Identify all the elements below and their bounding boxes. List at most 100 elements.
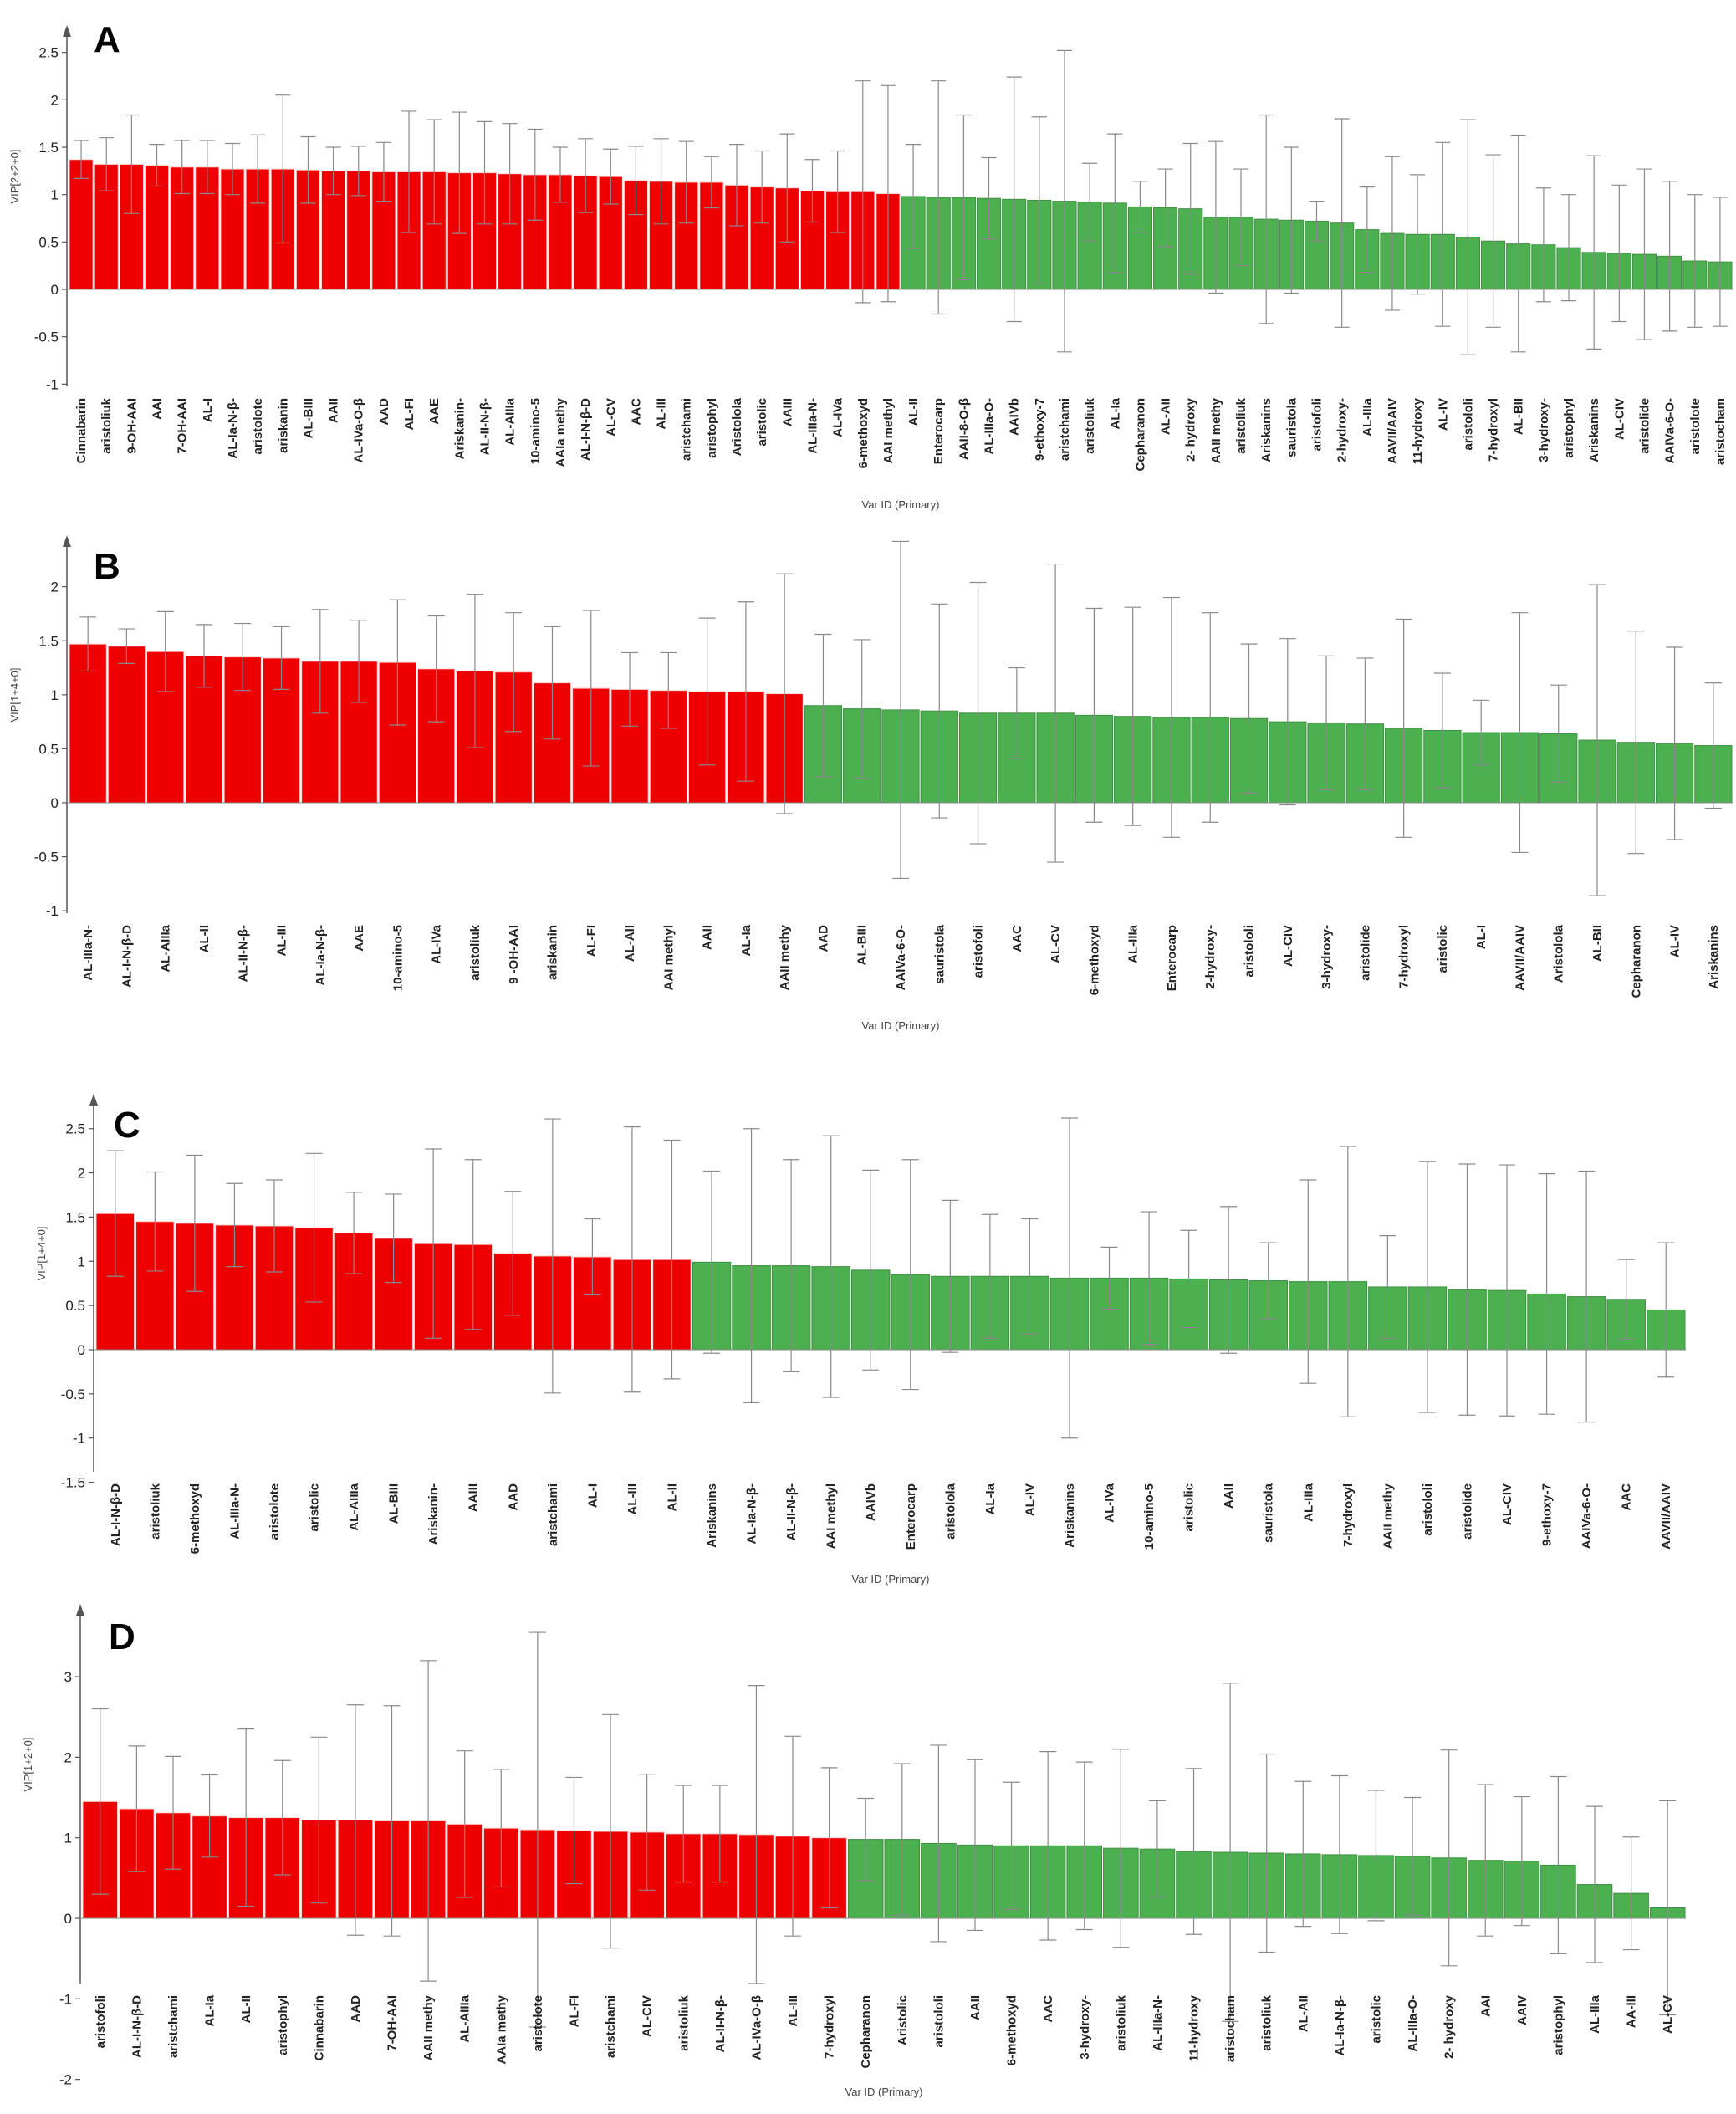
category-label: AL-BII [1590, 925, 1605, 962]
panel-letter: D [109, 1616, 135, 1657]
category-label: aristololi [1421, 1483, 1435, 1536]
category-label: AL-II-N-β- [236, 925, 250, 982]
category-label: Aristolic [896, 1995, 910, 2045]
category-label: AAD [506, 1483, 520, 1511]
panel-letter: C [114, 1105, 140, 1146]
category-label: AAII methy [421, 1994, 436, 2060]
category-label: AAII [968, 1995, 983, 2020]
y-tick-label: -0.5 [34, 329, 59, 345]
category-label: ariskanin [276, 398, 290, 453]
category-label: sauristola [1262, 1483, 1276, 1543]
category-label: aristocham [1223, 1995, 1238, 2062]
category-label: aristofoli [1310, 398, 1325, 451]
category-label: AAII methy [778, 924, 792, 990]
category-label: AAIVa-6-O- [1580, 1483, 1594, 1549]
category-label: AL-Ia [739, 924, 753, 956]
panel-letter: B [94, 546, 120, 587]
category-label: Aristolola [730, 397, 744, 456]
category-label: Ariskanins [1063, 1483, 1077, 1548]
category-label: AAIII [780, 398, 794, 426]
category-label: AL-IIIa [1588, 1994, 1602, 2033]
category-label: AL-I [585, 1483, 600, 1508]
category-label: 2- hydroxy [1442, 1994, 1457, 2059]
y-tick-label: 1.5 [38, 140, 59, 156]
category-label: 2-hydroxy- [1335, 398, 1350, 462]
category-label: AL-IVa-O-β [352, 398, 366, 463]
y-axis-title: VIP[1+2+0] [22, 1737, 34, 1791]
y-axis-arrow [63, 535, 71, 547]
x-axis-title: Var ID (Primary) [862, 498, 940, 511]
y-tick-label: 2.5 [65, 1121, 85, 1137]
category-label: aristophyl [1551, 1995, 1565, 2055]
category-label: aristoliuk [468, 924, 483, 980]
y-tick-label: -1 [46, 376, 59, 392]
category-label: AL-Ia [983, 1483, 998, 1514]
category-label: AL-Ia-N-β- [1333, 1995, 1347, 2055]
y-tick-label: 2 [78, 1166, 85, 1182]
category-label: aristofoli [94, 1995, 108, 2048]
category-label: aristolote [1688, 398, 1703, 455]
category-label: AL-BIII [387, 1483, 401, 1524]
category-label: AAD [816, 925, 830, 952]
y-tick-label: -1 [59, 1991, 72, 2007]
category-label: aristofoli [972, 925, 986, 978]
bar [374, 1238, 413, 1351]
category-label: 10-amino-5 [391, 925, 405, 991]
category-label: 7-hydroxyl [1487, 398, 1501, 462]
category-label: AL-Ia-N-β- [745, 1483, 759, 1544]
category-label: 3-hydroxy- [1078, 1995, 1092, 2060]
category-label: 6-methoxyd [1087, 925, 1101, 995]
category-label: AAII [327, 398, 341, 423]
category-label: aristchami [680, 398, 694, 461]
category-label: AAIVa-6-O- [894, 925, 908, 990]
category-label: AL-Ia-N-β- [226, 398, 240, 458]
vip-chart-panel-d: D -2 -1 0 1 2 3 VIP[1+2+0] aristofoli AL-I-N-β-D a… [22, 1604, 1686, 2098]
y-axis-arrow [63, 25, 71, 37]
category-label: aristolic [1182, 1483, 1197, 1532]
category-label: AAIa methy [494, 1994, 508, 2064]
category-label: AL-AIIIa [503, 397, 518, 445]
category-label: AL-CV [1049, 925, 1063, 963]
y-tick-label: 1.5 [38, 633, 59, 649]
category-label: AAIII [467, 1483, 481, 1512]
category-label: AAC [1620, 1483, 1634, 1511]
category-label: AAI methyl [881, 398, 896, 463]
category-label: AAE [352, 925, 366, 952]
category-label: AAI [151, 398, 165, 420]
y-tick-label: 3 [64, 1669, 72, 1685]
category-label: AL-IIIa-N- [81, 925, 95, 981]
category-label: AL-Ia-N-β- [314, 925, 328, 985]
category-label: AL-CIV [1500, 1483, 1514, 1525]
category-label: AAC [1010, 925, 1024, 952]
category-label: aristolide [1637, 398, 1652, 454]
category-label: AAE [427, 398, 442, 425]
category-label: AL-BII [1512, 398, 1526, 435]
category-label: AL-AIIIa [458, 1994, 472, 2042]
category-label: 9 -OH-AAI [507, 925, 521, 984]
category-label: aristophyl [1562, 398, 1576, 458]
category-label: aristocham [1713, 398, 1728, 465]
category-label: aristchami [166, 1995, 181, 2058]
category-label: Ariskanin- [452, 398, 467, 459]
category-label: AL-IVa [831, 397, 845, 437]
y-axis-arrow [76, 1604, 84, 1616]
category-label: AL-AII [623, 925, 637, 962]
category-label: AL-BIII [301, 398, 315, 438]
category-label: AL-CIV [641, 1995, 655, 2037]
y-tick-label: 2.5 [38, 45, 59, 61]
category-label: aristoliuk [1083, 397, 1097, 453]
y-tick-label: 0 [78, 1342, 85, 1358]
category-label: aristolote [268, 1483, 282, 1540]
category-label: aristoliuk [148, 1483, 162, 1539]
vip-chart-panel-b: B -1 -0.5 0 0.5 1 1.5 2 VIP[1+4+0] AL-IIIa-N- AL-I… [8, 535, 1733, 1032]
y-tick-label: 2 [51, 580, 59, 595]
category-label: AAI methyl [661, 925, 676, 990]
category-label: AL-II [239, 1995, 253, 2023]
category-label: aristolic [1369, 1995, 1383, 2044]
y-tick-label: 0.5 [65, 1298, 85, 1314]
panel-letter: A [94, 19, 120, 60]
category-label: 6-methoxyd [1005, 1995, 1019, 2065]
category-label: AL-IIIa [1126, 924, 1141, 963]
category-label: AL-II-N-β- [478, 398, 493, 455]
y-tick-label: -0.5 [34, 850, 59, 866]
